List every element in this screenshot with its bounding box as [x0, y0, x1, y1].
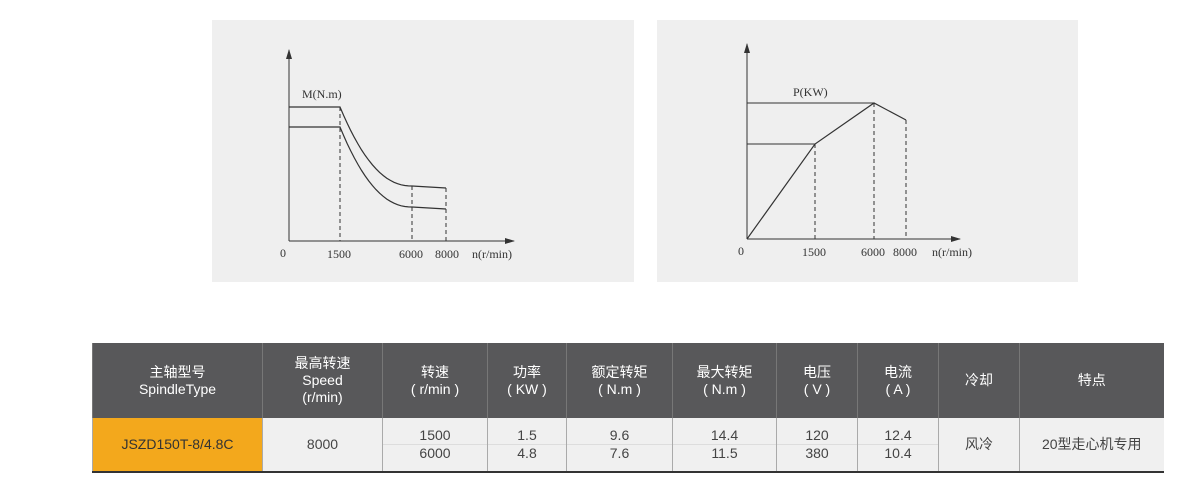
header-feature: 特点	[1019, 343, 1164, 418]
cell: 12.4	[857, 418, 939, 445]
cooling-cell: 风冷	[938, 418, 1020, 472]
power-origin-label: 0	[738, 244, 744, 258]
table-row: 6000 4.8 7.6 11.5 380 10.4	[93, 444, 1164, 472]
cell: 1500	[382, 418, 488, 445]
torque-tick-1500: 1500	[327, 247, 351, 261]
power-tick-6000: 6000	[861, 245, 885, 259]
spindle-spec-table: 主轴型号 SpindleType 最高转速 Speed (r/min) 转速( r/m…	[92, 343, 1164, 473]
charts: M(N.m) 0 1500 6000 8000 n(r/min) P(KW) 0…	[280, 43, 972, 261]
max-speed-cell: 8000	[262, 418, 383, 472]
torque-series-lower	[289, 126, 447, 210]
header-max-torque: 最大转矩( N.m )	[672, 343, 777, 418]
header-voltage: 电压( V )	[776, 343, 858, 418]
torque-tick-8000: 8000	[435, 247, 459, 261]
power-chart: P(KW) 0 1500 6000 8000 n(r/min)	[738, 85, 972, 259]
cell: 11.5	[672, 444, 777, 472]
cell: 7.6	[566, 444, 673, 472]
cell: 6000	[382, 444, 488, 472]
cell: 4.8	[487, 444, 567, 472]
power-tick-1500: 1500	[802, 245, 826, 259]
torque-ylabel: M(N.m)	[302, 87, 342, 101]
header-model: 主轴型号 SpindleType	[92, 343, 263, 418]
power-ylabel: P(KW)	[793, 85, 828, 99]
header-row: 主轴型号 SpindleType 最高转速 Speed (r/min) 转速( r/m…	[92, 343, 1164, 418]
table-row: JSZD150T-8/4.8C 8000 1500 1.5 9.6 14.4 1…	[92, 418, 1164, 472]
power-xlabel: n(r/min)	[932, 245, 972, 259]
model-cell: JSZD150T-8/4.8C	[92, 418, 263, 472]
torque-xlabel: n(r/min)	[472, 247, 512, 261]
cell: 120	[776, 418, 858, 445]
header-cooling: 冷却	[938, 343, 1020, 418]
cell: 10.4	[857, 444, 939, 472]
torque-series-upper	[289, 106, 447, 189]
header-rated-torque: 额定转矩( N.m )	[566, 343, 673, 418]
cell: 9.6	[566, 418, 673, 445]
cell: 1.5	[487, 418, 567, 445]
power-tick-8000: 8000	[893, 245, 917, 259]
header-max-speed: 最高转速 Speed (r/min)	[262, 343, 383, 418]
feature-cell: 20型走心机专用	[1019, 418, 1164, 472]
power-series	[746, 102, 907, 240]
header-power: 功率( KW )	[487, 343, 567, 418]
cell: 380	[776, 444, 858, 472]
header-speed: 转速( r/min )	[382, 343, 488, 418]
torque-chart: M(N.m) 0 1500 6000 8000 n(r/min)	[280, 87, 512, 261]
torque-tick-6000: 6000	[399, 247, 423, 261]
header-current: 电流( A )	[857, 343, 939, 418]
torque-origin-label: 0	[280, 246, 286, 260]
power-chart-panel	[657, 20, 1078, 282]
torque-chart-panel	[212, 20, 634, 282]
cell: 14.4	[672, 418, 777, 445]
